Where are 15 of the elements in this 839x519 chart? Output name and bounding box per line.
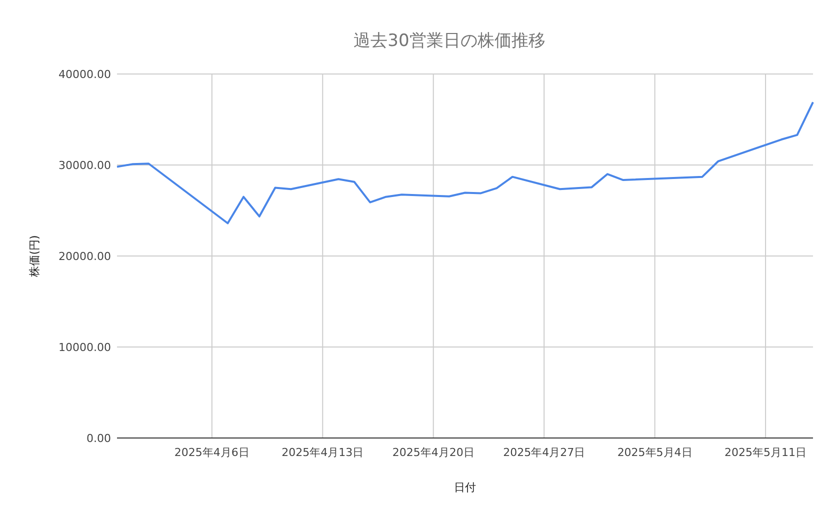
- x-tick-label: 2025年4月13日: [282, 446, 364, 459]
- x-tick-label: 2025年4月27日: [503, 446, 586, 459]
- y-tick-label: 30000.00: [58, 159, 111, 172]
- y-tick-label: 20000.00: [58, 250, 111, 263]
- x-tick-label: 2025年5月11日: [724, 446, 807, 459]
- chart-title: 過去30営業日の株価推移: [354, 31, 546, 51]
- x-tick-label: 2025年4月20日: [392, 446, 474, 459]
- y-tick-label: 40000.00: [58, 68, 111, 81]
- y-tick-label: 10000.00: [58, 341, 111, 354]
- line-series: [116, 101, 814, 224]
- y-tick-label: 0.00: [86, 432, 111, 445]
- x-axis-title: 日付: [454, 481, 476, 494]
- x-tick-label: 2025年5月4日: [617, 446, 692, 459]
- y-axis-title: 株価(円): [28, 235, 41, 278]
- x-tick-label: 2025年4月6日: [174, 446, 250, 459]
